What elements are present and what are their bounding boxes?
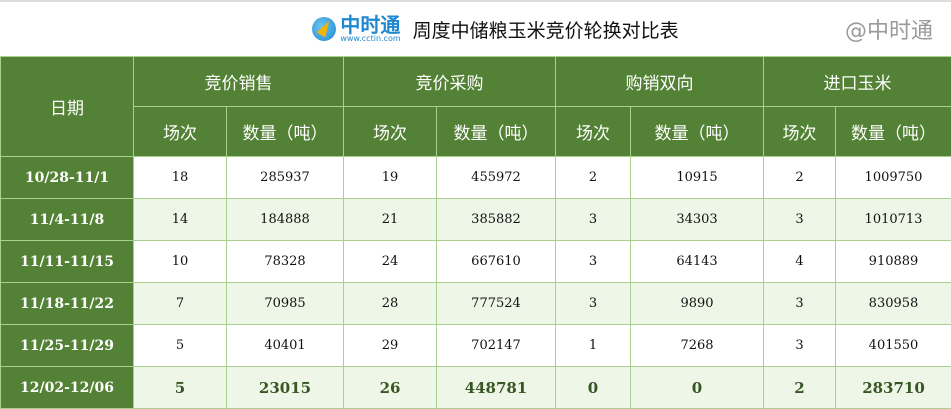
table-row: 11/11-11/15 10 78328 24 667610 3 64143 4 910889 [0,240,951,283]
value-cell: 2 [763,156,836,199]
value-cell: 5 [133,366,227,409]
value-cell: 3 [555,282,631,325]
value-cell: 14 [133,198,227,241]
value-cell: 7 [133,282,227,325]
title-bar: 中时通 www.cctin.com 周度中储粮玉米竞价轮换对比表 @中时通 [0,0,951,56]
value-cell: 28 [343,282,437,325]
value-cell: 3 [763,282,836,325]
value-cell: 283710 [835,366,951,409]
date-cell: 11/18-11/22 [0,282,134,325]
value-cell: 777524 [436,282,556,325]
value-cell: 7268 [630,324,764,367]
logo: 中时通 www.cctin.com [312,13,401,43]
table-row: 11/25-11/29 5 40401 29 702147 1 7268 3 401550 [0,324,951,367]
header-quantity: 数量（吨） [835,106,951,157]
header-group: 竞价销售 [133,56,344,107]
date-cell: 11/11-11/15 [0,240,134,283]
header-group: 进口玉米 [763,56,951,107]
table-row: 12/02-12/06 5 23015 26 448781 0 0 2 283710 [0,366,951,409]
header-sessions: 场次 [763,106,836,157]
value-cell: 19 [343,156,437,199]
logo-name: 中时通 [340,13,401,37]
value-cell: 3 [555,240,631,283]
value-cell: 0 [630,366,764,409]
header-quantity: 数量（吨） [226,106,344,157]
value-cell: 3 [763,198,836,241]
page-title: 周度中储粮玉米竞价轮换对比表 [412,19,679,42]
globe-icon [312,17,337,41]
value-cell: 4 [763,240,836,283]
header-sessions: 场次 [555,106,631,157]
value-cell: 667610 [436,240,556,283]
table-row: 11/4-11/8 14 184888 21 385882 3 34303 3 1010713 [0,198,951,241]
value-cell: 34303 [630,198,764,241]
value-cell: 26 [343,366,437,409]
date-cell: 10/28-11/1 [0,156,134,199]
header-group: 购销双向 [555,56,764,107]
value-cell: 702147 [436,324,556,367]
value-cell: 184888 [226,198,344,241]
value-cell: 448781 [436,366,556,409]
value-cell: 455972 [436,156,556,199]
value-cell: 1 [555,324,631,367]
value-cell: 285937 [226,156,344,199]
value-cell: 3 [763,324,836,367]
value-cell: 1010713 [835,198,951,241]
value-cell: 0 [555,366,631,409]
value-cell: 910889 [835,240,951,283]
logo-url: www.cctin.com [340,34,401,43]
value-cell: 24 [343,240,437,283]
value-cell: 1009750 [835,156,951,199]
value-cell: 64143 [630,240,764,283]
value-cell: 29 [343,324,437,367]
watermark: @中时通 [844,19,933,44]
value-cell: 70985 [226,282,344,325]
header-sessions: 场次 [133,106,227,157]
value-cell: 5 [133,324,227,367]
header-quantity: 数量（吨） [630,106,764,157]
value-cell: 23015 [226,366,344,409]
value-cell: 10915 [630,156,764,199]
value-cell: 78328 [226,240,344,283]
comparison-table: 日期 竞价销售 竞价采购 购销双向 进口玉米 场次 数量（吨） 场次 数量（吨） 场次 数量（吨）场… [0,56,951,409]
value-cell: 385882 [436,198,556,241]
value-cell: 9890 [630,282,764,325]
header-group: 竞价采购 [343,56,556,107]
header-sessions: 场次 [343,106,437,157]
value-cell: 10 [133,240,227,283]
value-cell: 40401 [226,324,344,367]
date-cell: 11/4-11/8 [0,198,134,241]
value-cell: 2 [555,156,631,199]
value-cell: 18 [133,156,227,199]
value-cell: 401550 [835,324,951,367]
date-cell: 11/25-11/29 [0,324,134,367]
value-cell: 21 [343,198,437,241]
header-date: 日期 [0,56,134,157]
header-quantity: 数量（吨） [436,106,556,157]
value-cell: 3 [555,198,631,241]
table-row: 11/18-11/22 7 70985 28 777524 3 9890 3 830958 [0,282,951,325]
value-cell: 830958 [835,282,951,325]
table-row: 10/28-11/1 18 285937 19 455972 2 10915 2 1009750 [0,156,951,199]
date-cell: 12/02-12/06 [0,366,134,409]
value-cell: 2 [763,366,836,409]
